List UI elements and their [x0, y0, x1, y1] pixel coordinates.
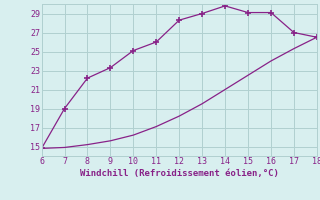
- X-axis label: Windchill (Refroidissement éolien,°C): Windchill (Refroidissement éolien,°C): [80, 169, 279, 178]
